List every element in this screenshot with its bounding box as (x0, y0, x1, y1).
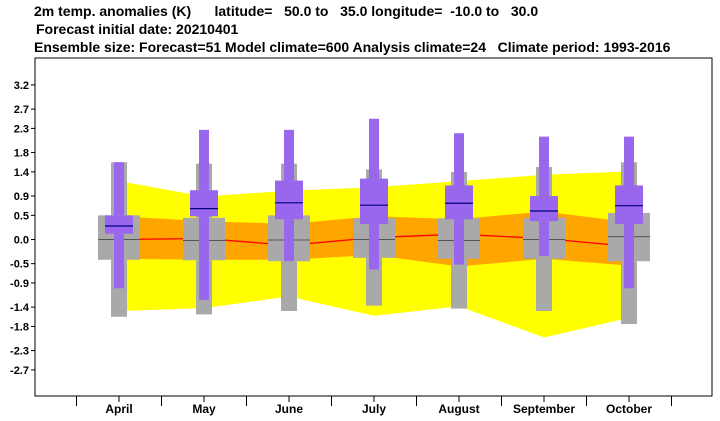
forecast-box (615, 185, 643, 225)
month-group-may (183, 129, 225, 315)
axes-layer: 3.2 2.7 2.3 1.8 1.4 0.9 0.5 0.0 -0.5 -0.9 -1.4 -1.8… (10, 57, 713, 416)
month-group-october (608, 136, 650, 325)
forecast-lower-whisker (454, 219, 464, 265)
y-tick-label: -0.9 (10, 278, 29, 290)
chart-header: 2m temp. anomalies (K) latitude= 50.0 to… (0, 0, 720, 56)
x-tick-label: May (192, 402, 216, 416)
forecast-upper-whisker (369, 118, 379, 179)
analysis-climate-lower-whisker (451, 258, 467, 309)
x-tick-label: April (105, 402, 132, 416)
chart-title-line-2: Forecast initial date: 20210401 (36, 21, 239, 37)
month-group-june (268, 129, 310, 311)
analysis-climate-lower-whisker (366, 257, 382, 306)
forecast-lower-whisker (114, 233, 124, 289)
forecast-box (275, 180, 303, 220)
y-tick-label: -2.3 (10, 346, 29, 358)
forecast-box (360, 178, 388, 225)
analysis-climate-lower-whisker (536, 258, 552, 311)
y-tick-label: -0.5 (10, 259, 29, 271)
forecast-upper-whisker (114, 162, 124, 216)
y-tick-label: 2.7 (14, 104, 29, 116)
forecast-upper-whisker (454, 133, 464, 186)
y-tick-label: -1.4 (10, 302, 30, 314)
forecast-box (445, 185, 473, 220)
x-tick-label: September (513, 402, 575, 416)
forecast-upper-whisker (539, 136, 549, 197)
month-group-july (353, 118, 395, 306)
forecast-box (190, 190, 218, 217)
x-tick-label: July (362, 402, 386, 416)
box-layer (98, 118, 650, 325)
forecast-lower-whisker (369, 224, 379, 270)
forecast-upper-whisker (624, 136, 634, 186)
forecast-upper-whisker (199, 129, 209, 191)
chart-title-line-3: Ensemble size: Forecast=51 Model climate… (34, 39, 671, 55)
month-group-april (98, 162, 140, 317)
x-tick-label: June (275, 402, 303, 416)
forecast-upper-whisker (284, 129, 294, 181)
month-group-september (523, 136, 565, 311)
y-tick-label: 2.3 (14, 123, 29, 135)
forecast-box (530, 196, 558, 222)
y-tick-label: 1.4 (14, 167, 30, 179)
forecast-box (105, 215, 133, 234)
x-tick-label: October (606, 402, 652, 416)
forecast-lower-whisker (284, 219, 294, 262)
y-tick-label: 0.5 (14, 210, 29, 222)
y-tick-label: 0.9 (14, 191, 29, 203)
y-tick-label: -1.8 (10, 321, 29, 333)
y-tick-label: 3.2 (14, 80, 29, 92)
forecast-lower-whisker (539, 221, 549, 256)
x-tick-label: August (438, 402, 479, 416)
y-tick-label: 0.0 (14, 235, 29, 247)
analysis-climate-lower-whisker (281, 261, 297, 311)
chart-title-line-1: 2m temp. anomalies (K) latitude= 50.0 to… (34, 3, 539, 19)
y-tick-label: -2.7 (10, 365, 29, 377)
forecast-lower-whisker (199, 216, 209, 300)
month-group-august (438, 133, 480, 309)
y-tick-label: 1.8 (14, 148, 29, 160)
forecast-lower-whisker (624, 224, 634, 289)
